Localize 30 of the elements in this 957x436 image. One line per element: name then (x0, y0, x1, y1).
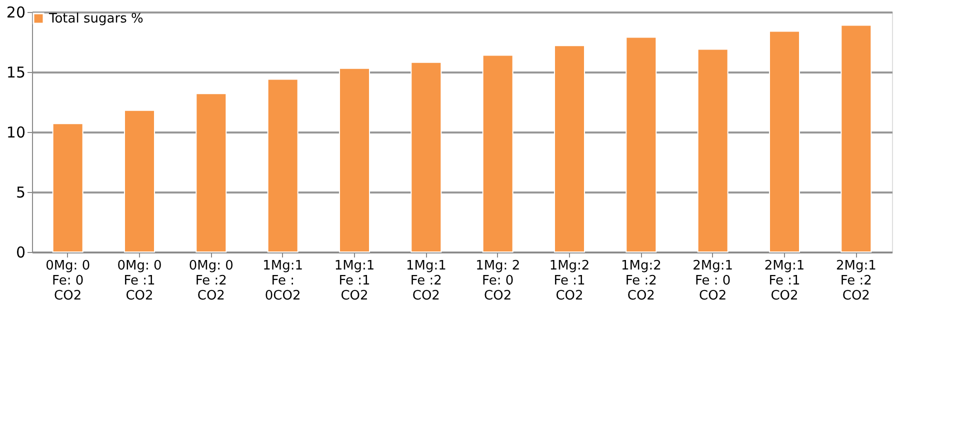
bar (482, 54, 514, 252)
x-tick-label: 1Mg: 2 Fe: 0 CO2 (476, 258, 520, 304)
bar (626, 36, 657, 252)
bar (769, 30, 800, 252)
y-tick-label: 5 (16, 184, 26, 202)
x-tick-label: 1Mg:2 Fe :2 CO2 (620, 258, 662, 304)
bar (196, 93, 227, 252)
bar (339, 68, 370, 252)
legend-label: Total sugars % (48, 12, 144, 26)
x-tick-label: 0Mg: 0 Fe :1 CO2 (117, 258, 162, 304)
x-tick-label: 2Mg:1 Fe :2 CO2 (836, 258, 876, 304)
bar (840, 24, 872, 252)
x-tick-label: 1Mg:1 Fe :2 CO2 (406, 258, 446, 304)
x-tick-label: 2Mg:1 Fe :1 CO2 (764, 258, 805, 304)
bar (410, 62, 442, 252)
bar (52, 123, 84, 252)
y-tick-label: 20 (6, 4, 26, 22)
x-tick-label: 0Mg: 0 Fe: 0 CO2 (46, 258, 90, 304)
y-tick-label: 0 (16, 244, 26, 262)
x-tick-label: 1Mg:2 Fe :1 CO2 (549, 258, 590, 304)
x-tick-label: 1Mg:1 Fe :1 CO2 (334, 258, 375, 304)
bar (124, 110, 155, 252)
x-tick-label: 0Mg: 0 Fe :2 CO2 (188, 258, 234, 304)
bar (554, 45, 585, 252)
y-tick-label: 10 (6, 124, 26, 142)
x-tick-label: 2Mg:1 Fe : 0 CO2 (692, 258, 734, 304)
y-tick-label: 15 (6, 64, 26, 82)
x-tick-label: 1Mg:1 Fe : 0CO2 (262, 258, 304, 304)
bar (267, 78, 298, 252)
bar (697, 48, 728, 252)
